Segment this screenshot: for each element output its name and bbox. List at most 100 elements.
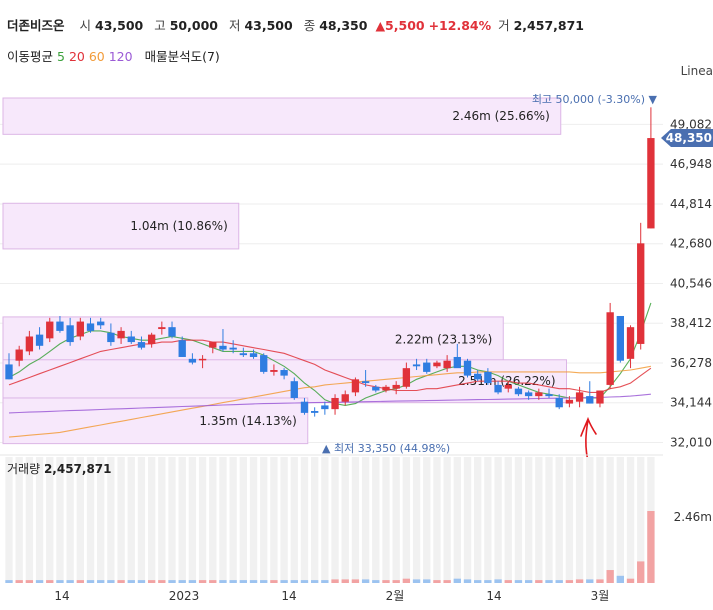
candle bbox=[637, 243, 645, 344]
candle bbox=[361, 381, 370, 384]
candle bbox=[484, 371, 492, 384]
volume-label: 거 bbox=[498, 18, 510, 33]
volume-bar bbox=[504, 580, 512, 583]
change-pct: +12.84% bbox=[428, 18, 492, 33]
volume-profile-bar bbox=[2, 202, 240, 250]
candle bbox=[494, 384, 502, 393]
volume-bar bbox=[596, 579, 604, 583]
volume-bar bbox=[66, 580, 74, 583]
candle bbox=[474, 373, 482, 380]
volume-bar bbox=[535, 580, 543, 583]
header-bar: 더존비즈온 시 43,500 고 50,000 저 43,500 종 48,35… bbox=[0, 0, 713, 78]
volume-profile-label: 1.35m (14.13%) bbox=[199, 414, 296, 428]
volume-bg-column bbox=[76, 457, 84, 583]
volume-bg-column bbox=[300, 457, 309, 583]
low-label: 저 bbox=[228, 18, 241, 33]
volume-bg-column bbox=[331, 457, 339, 583]
candle bbox=[107, 332, 115, 343]
volume-profile-label[interactable]: 매물분석도(7) bbox=[144, 49, 220, 64]
candle bbox=[56, 321, 64, 331]
volume-bg-column bbox=[545, 457, 553, 583]
x-tick-label: 14 bbox=[54, 589, 69, 603]
volume-tick-label: 2.46m bbox=[674, 510, 712, 524]
quote-row: 더존비즈온 시 43,500 고 50,000 저 43,500 종 48,35… bbox=[7, 15, 588, 34]
candle bbox=[514, 388, 523, 395]
volume-profile-label: 2.46m (25.66%) bbox=[452, 109, 549, 123]
candle bbox=[463, 360, 472, 376]
volume-value: 2,457,871 bbox=[513, 18, 584, 33]
volume-bar bbox=[443, 580, 451, 583]
volume-bg-column bbox=[596, 457, 604, 583]
volume-bg-column bbox=[626, 457, 635, 583]
candle bbox=[127, 336, 135, 343]
volume-bar bbox=[637, 561, 645, 583]
x-tick-label: 14 bbox=[486, 589, 501, 603]
volume-bg-column bbox=[382, 457, 390, 583]
volume-bg-column bbox=[474, 457, 482, 583]
candle bbox=[76, 321, 84, 337]
volume-bg-column bbox=[229, 457, 237, 583]
volume-bg-column bbox=[392, 457, 400, 583]
x-tick-label: 2023 bbox=[169, 589, 200, 603]
ma-20-label: 20 bbox=[68, 49, 85, 64]
volume-bar bbox=[137, 580, 146, 583]
volume-bg-column bbox=[504, 457, 512, 583]
candle bbox=[616, 315, 625, 361]
scale-mode-label[interactable]: Linea bbox=[680, 64, 713, 78]
candle bbox=[117, 330, 125, 339]
volume-bg-column bbox=[453, 457, 461, 583]
volume-panel-title: 거래량 2,457,871 bbox=[7, 462, 112, 476]
volume-bar bbox=[351, 579, 360, 583]
candle bbox=[351, 379, 360, 393]
volume-bg-column bbox=[15, 457, 23, 583]
y-tick-label: 42,680 bbox=[670, 237, 712, 251]
volume-bar bbox=[545, 580, 553, 583]
volume-bg-column bbox=[616, 457, 625, 583]
candle bbox=[25, 336, 34, 352]
candle bbox=[453, 356, 461, 369]
candle bbox=[147, 334, 156, 344]
candle bbox=[280, 370, 288, 376]
ma-5-label: 5 bbox=[57, 49, 65, 64]
volume-bar bbox=[280, 580, 288, 583]
candle bbox=[575, 392, 584, 402]
volume-profile-bar bbox=[2, 397, 309, 445]
candle bbox=[504, 384, 512, 389]
candle bbox=[5, 364, 13, 380]
candle bbox=[66, 325, 74, 343]
volume-bar bbox=[484, 580, 492, 583]
candle bbox=[198, 358, 207, 361]
volume-bar bbox=[626, 578, 635, 583]
volume-bar bbox=[219, 580, 227, 583]
candle bbox=[412, 364, 421, 367]
high-value: 50,000 bbox=[169, 18, 218, 33]
volume-bar bbox=[239, 580, 248, 583]
volume-bg-column bbox=[412, 457, 421, 583]
candle bbox=[524, 392, 533, 397]
volume-bar bbox=[249, 580, 258, 583]
y-tick-label: 46,948 bbox=[670, 157, 712, 171]
volume-bar bbox=[229, 580, 237, 583]
candle bbox=[626, 327, 635, 359]
volume-profile-label: 2.22m (23.13%) bbox=[395, 333, 492, 347]
candle bbox=[586, 396, 594, 404]
volume-bg-column bbox=[239, 457, 248, 583]
volume-bar bbox=[35, 580, 44, 583]
candle bbox=[311, 411, 319, 413]
volume-bg-column bbox=[188, 457, 197, 583]
volume-bar bbox=[209, 580, 217, 583]
volume-bar bbox=[260, 580, 268, 583]
open-label: 시 bbox=[79, 18, 92, 33]
volume-bg-column bbox=[423, 457, 431, 583]
volume-bar bbox=[76, 580, 84, 583]
ma-legend[interactable]: 이동평균 5 20 60 120 매물분석도(7) bbox=[7, 46, 220, 65]
stock-name[interactable]: 더존비즈온 bbox=[7, 18, 65, 33]
volume-bg-column bbox=[137, 457, 146, 583]
volume-bg-column bbox=[514, 457, 523, 583]
volume-bar bbox=[606, 570, 614, 583]
candle bbox=[606, 312, 614, 385]
volume-bg-column bbox=[443, 457, 451, 583]
y-tick-label: 38,412 bbox=[670, 316, 712, 330]
volume-bg-column bbox=[209, 457, 217, 583]
